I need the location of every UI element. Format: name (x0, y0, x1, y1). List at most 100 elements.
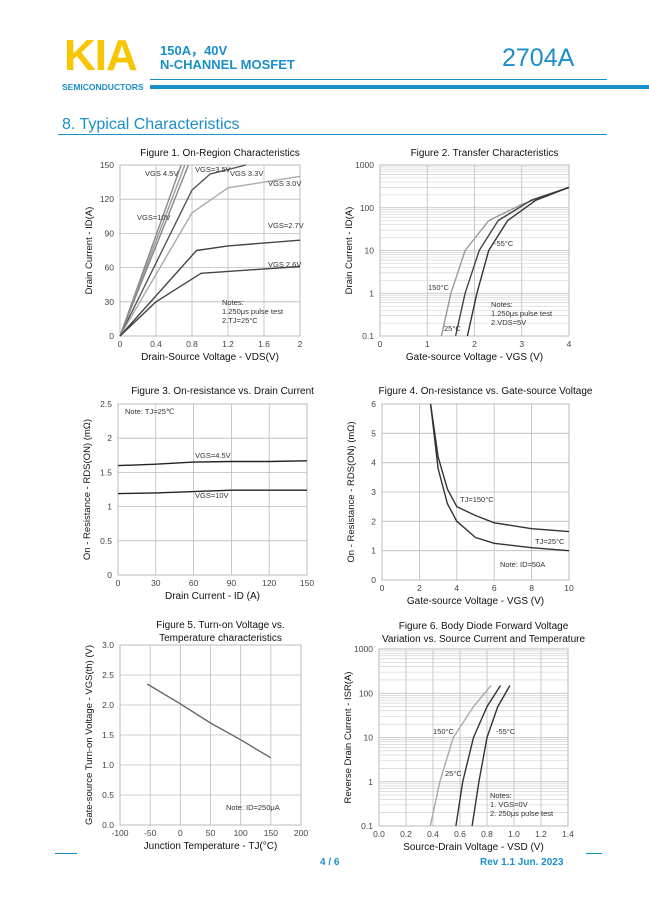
y-tick-label: 1 (368, 777, 373, 787)
x-tick-label: 0 (178, 828, 183, 838)
chart-note: 1.250μs pulse test (491, 309, 553, 318)
series-label: -55°C (494, 239, 514, 248)
series-line (119, 164, 247, 337)
y-tick-label: 0.1 (362, 331, 374, 341)
chart-note: 2.TJ=25°C (222, 316, 258, 325)
chart-title: Figure 1. On-Region Characteristics (140, 148, 300, 159)
y-tick-label: 120 (100, 194, 114, 204)
series-line (471, 685, 511, 827)
chart-note: 2. 250μs pulse test (490, 809, 554, 818)
y-tick-label: 1.0 (102, 760, 114, 770)
series-label: -55°C (496, 727, 516, 736)
y-axis-label: On - Resistance - RDS(ON) (mΩ) (346, 421, 357, 562)
y-axis-label: Drain Current - ID(A) (84, 207, 95, 295)
part-number: 2704A (502, 44, 575, 72)
y-tick-label: 0.0 (102, 820, 114, 830)
series-label: 25°C (444, 324, 461, 333)
series-label: TJ=25°C (535, 537, 565, 546)
x-tick-label: 0 (116, 578, 121, 588)
x-axis-label: Gate-source Voltage - VGS (V) (407, 596, 544, 607)
x-tick-label: 150 (300, 578, 314, 588)
x-tick-label: 6 (492, 583, 497, 593)
y-tick-label: 2.5 (102, 670, 114, 680)
x-tick-label: 2 (298, 339, 303, 349)
y-tick-label: 1 (369, 288, 374, 298)
y-tick-label: 1.5 (100, 467, 112, 477)
figure-6 (378, 648, 569, 827)
x-tick-label: 2 (417, 583, 422, 593)
chart-note: 1.250μs pulse test (222, 307, 284, 316)
x-tick-label: -100 (111, 828, 128, 838)
y-tick-label: 4 (371, 458, 376, 468)
series-line (119, 164, 190, 337)
series-label: VGS=4.5V (195, 451, 231, 460)
y-tick-label: 0 (371, 575, 376, 585)
chart-note: Notes: (222, 298, 244, 307)
y-tick-label: 1000 (354, 644, 373, 654)
figure-5 (119, 644, 302, 826)
series-label: VGS=2.7V (268, 221, 304, 230)
y-tick-label: 1000 (355, 160, 374, 170)
header-rule-thick (150, 85, 649, 89)
y-tick-label: 3 (371, 487, 376, 497)
y-tick-label: 30 (105, 297, 115, 307)
series-line (466, 186, 570, 337)
footer-rule-right (586, 853, 602, 854)
chart-note: 1. VGS=0V (490, 800, 528, 809)
x-tick-label: 30 (151, 578, 161, 588)
x-tick-label: -50 (144, 828, 157, 838)
y-tick-label: 2 (371, 516, 376, 526)
y-tick-label: 2 (107, 433, 112, 443)
chart-note: Note: ID=250μA (226, 803, 280, 812)
chart-title: Temperature characteristics (159, 633, 282, 644)
x-tick-label: 1.2 (535, 829, 547, 839)
x-tick-label: 4 (567, 339, 572, 349)
series-label: TJ=150°C (460, 495, 494, 504)
x-tick-label: 1.6 (258, 339, 270, 349)
chart-note: Notes: (490, 791, 512, 800)
series-label: VGS=10V (195, 491, 229, 500)
x-tick-label: 0 (380, 583, 385, 593)
x-axis-label: Junction Temperature - TJ(°C) (144, 841, 278, 852)
x-tick-label: 120 (262, 578, 276, 588)
spec-type: N-CHANNEL MOSFET (160, 57, 295, 72)
header-rule-thin (150, 79, 607, 80)
y-axis-label: On - Resistance - RDS(ON) (mΩ) (82, 419, 93, 560)
y-tick-label: 2.5 (100, 399, 112, 409)
series-line (429, 685, 492, 827)
y-tick-label: 60 (105, 263, 115, 273)
x-tick-label: 0 (118, 339, 123, 349)
logo-subtitle: SEMICONDUCTORS (62, 82, 144, 92)
x-tick-label: 100 (234, 828, 248, 838)
series-line (146, 683, 272, 759)
x-tick-label: 1.4 (562, 829, 574, 839)
y-tick-label: 1.5 (102, 730, 114, 740)
y-tick-label: 3.0 (102, 640, 114, 650)
y-tick-label: 0.1 (361, 821, 373, 831)
series-line (117, 460, 308, 467)
figure-2 (379, 164, 570, 337)
chart-title: Figure 4. On-resistance vs. Gate-source … (379, 386, 593, 397)
chart-note: Notes: (491, 300, 513, 309)
series-label: VGS=3.5V (195, 165, 231, 174)
section-rule (58, 134, 607, 135)
y-tick-label: 0.5 (100, 536, 112, 546)
kia-logo: KIA (64, 31, 138, 80)
x-tick-label: 2 (472, 339, 477, 349)
y-axis-label: Drain Current - ID(A) (344, 207, 355, 295)
series-label: VGS 4.5V (145, 169, 178, 178)
y-tick-label: 6 (371, 399, 376, 409)
series-label: VGS 2.6V (268, 260, 301, 269)
series-line (454, 186, 570, 337)
spec-rating: 150A，40V (160, 43, 228, 58)
series-line (429, 403, 570, 552)
chart-title: Figure 3. On-resistance vs. Drain Curren… (131, 386, 314, 397)
x-axis-label: Drain-Source Voltage - VDS(V) (141, 352, 279, 363)
y-tick-label: 1 (371, 546, 376, 556)
series-label: VGS 3.0V (268, 179, 301, 188)
x-tick-label: 200 (294, 828, 308, 838)
y-tick-label: 10 (365, 246, 375, 256)
y-tick-label: 100 (360, 203, 374, 213)
